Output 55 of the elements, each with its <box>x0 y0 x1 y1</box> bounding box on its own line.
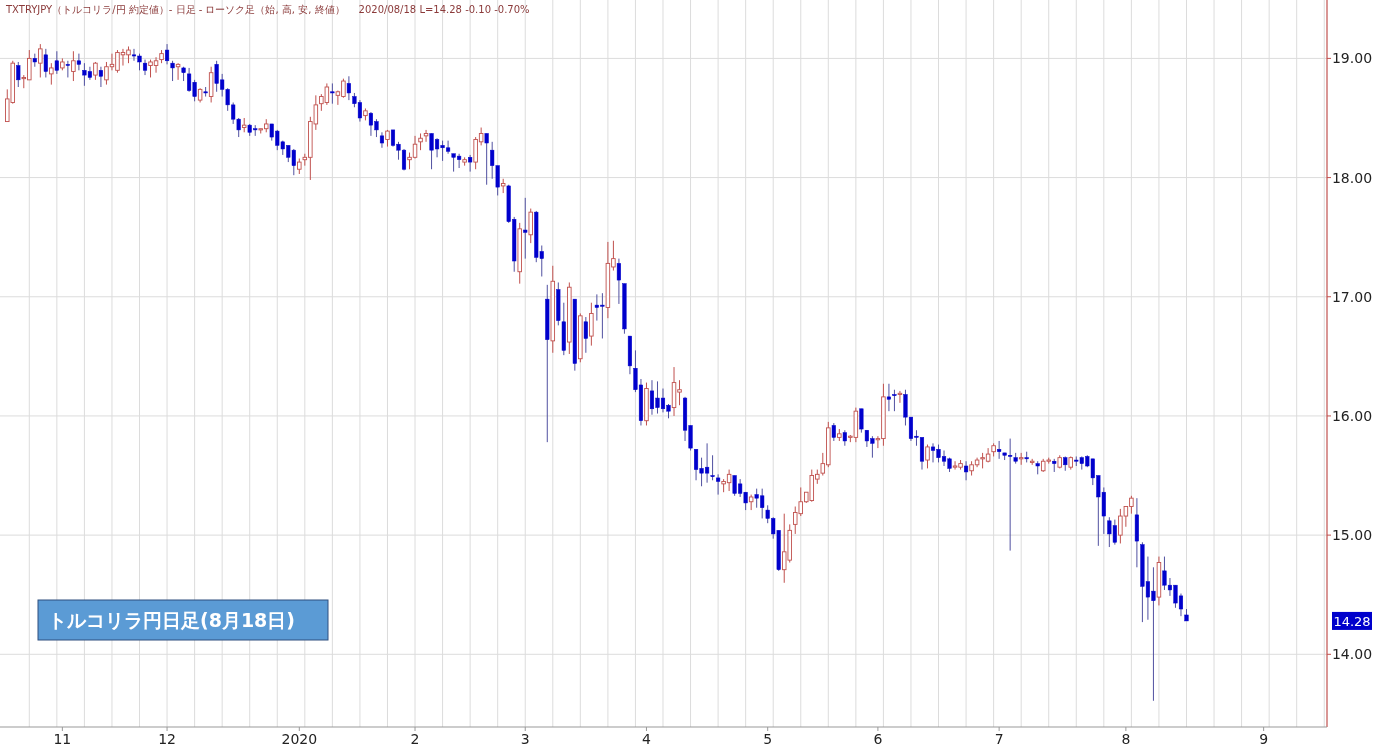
candlestick <box>859 408 864 434</box>
candlestick <box>142 59 148 76</box>
candlestick <box>892 389 897 412</box>
x-tick-label: 2 <box>410 731 420 747</box>
candlestick <box>16 61 21 88</box>
annotation: トルコリラ円日足(8月18日) <box>48 609 296 631</box>
candlestick <box>71 50 76 82</box>
candlestick <box>175 62 181 81</box>
candlestick <box>208 66 214 103</box>
candlestick <box>98 66 103 88</box>
candlestick <box>710 454 715 481</box>
candlestick <box>484 132 489 186</box>
chart-title: TXTRYJPY（トルコリラ/円 約定値）- 日足 - ローソク足（始, 高, 安, 終値） <box>5 4 345 15</box>
y-tick-label: 17.00 <box>1331 288 1373 305</box>
x-tick-label: 7 <box>994 731 1004 747</box>
chart-subtitle: 2020/08/18 L=14.28 -0.10 -0.70% <box>358 4 530 15</box>
x-tick-label: 3 <box>520 731 530 747</box>
candlestick <box>886 383 891 412</box>
candlestick <box>528 208 533 244</box>
candlestick <box>43 48 48 78</box>
candlestick <box>997 440 1002 460</box>
x-tick-label: 6 <box>873 731 883 747</box>
candlestick <box>925 444 930 469</box>
price-tag: 14.28 <box>1332 611 1372 630</box>
y-tick-label: 14.00 <box>1331 646 1373 663</box>
candlestick <box>523 197 528 260</box>
y-tick-label: 15.00 <box>1331 527 1373 544</box>
x-tick-label: 11 <box>53 731 72 747</box>
candlestick <box>583 316 588 354</box>
candlestick <box>49 62 54 86</box>
candlestick <box>964 460 969 481</box>
y-tick-label: 16.00 <box>1331 407 1373 424</box>
candlestick <box>423 129 429 143</box>
note: トルコリラ円日足(8月18日) <box>37 599 329 641</box>
x-tick-label: 12 <box>158 731 176 747</box>
candlestick <box>76 53 81 71</box>
candlestick <box>330 82 335 105</box>
x-tick-label: 4 <box>642 731 651 747</box>
candlestick <box>616 258 621 305</box>
candlestick <box>716 473 721 496</box>
candlestick <box>170 60 175 82</box>
candlestick <box>589 302 594 347</box>
candlestick <box>468 154 473 173</box>
candlestick <box>346 75 351 101</box>
candlestick <box>379 131 384 149</box>
x-tick-label: 5 <box>763 731 773 747</box>
candlestick <box>38 43 43 78</box>
x-tick-label: 8 <box>1121 731 1131 747</box>
candlestick <box>65 60 70 78</box>
candlestick <box>165 43 170 65</box>
y-tick-label: 19.00 <box>1331 50 1373 67</box>
x-tick-label: 2020 <box>281 731 318 747</box>
candlestick <box>54 50 59 75</box>
x-tick-label: 9 <box>1259 731 1269 747</box>
y-tick-label: 18.00 <box>1331 169 1373 186</box>
